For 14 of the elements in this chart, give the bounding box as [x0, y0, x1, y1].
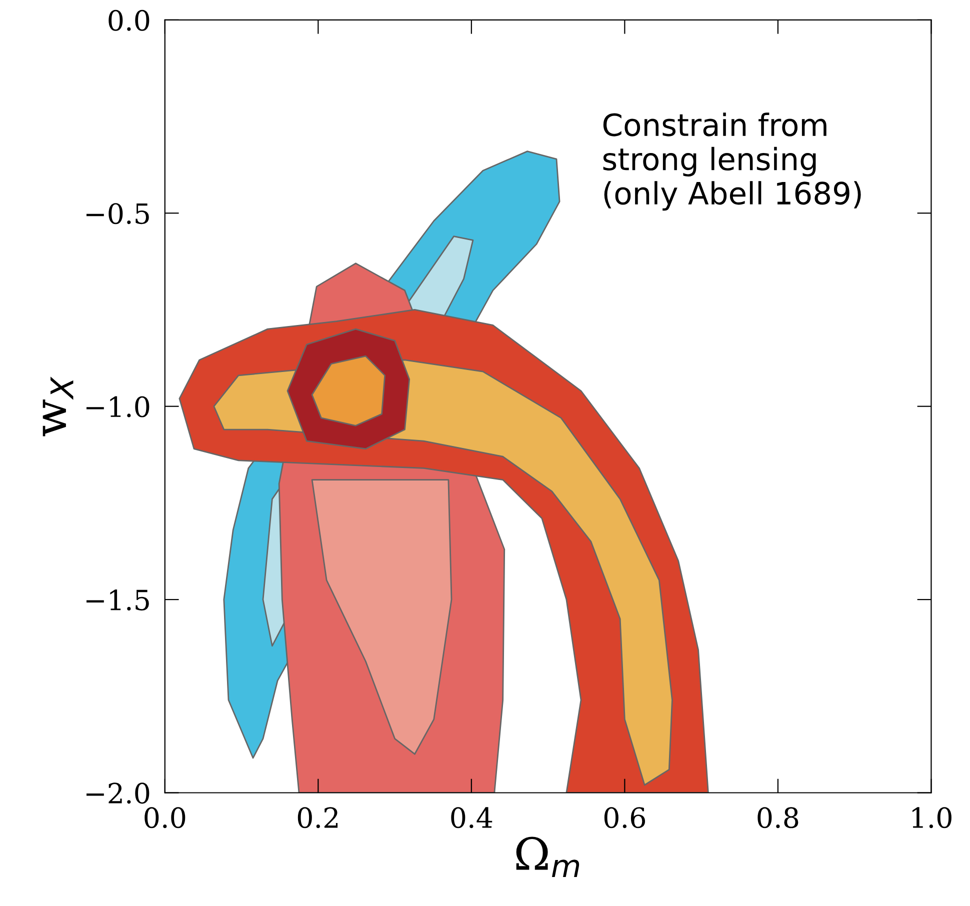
y-tick-label: −0.5	[86, 203, 149, 224]
x-tick-label: 0.4	[451, 807, 492, 828]
x-tick-label: 0.0	[144, 807, 186, 828]
x-tick-label: 0.8	[758, 807, 798, 828]
x-tick-label: 0.6	[604, 807, 646, 828]
y-tick-label: −2.0	[86, 782, 150, 804]
x-tick-label: 1.0	[912, 807, 952, 828]
y-tick-label: −1.5	[86, 589, 149, 610]
x-axis-title: Ω$_{m}$	[516, 836, 580, 878]
y-tick-label: −1.0	[86, 396, 150, 418]
annotation: Constrain from strong lensing (only Abell 1689)	[603, 112, 861, 211]
x-tick-label: 0.2	[298, 807, 338, 828]
y-axis-title: w$_{X}$	[42, 376, 74, 436]
y-tick-label: 0.0	[108, 10, 150, 31]
